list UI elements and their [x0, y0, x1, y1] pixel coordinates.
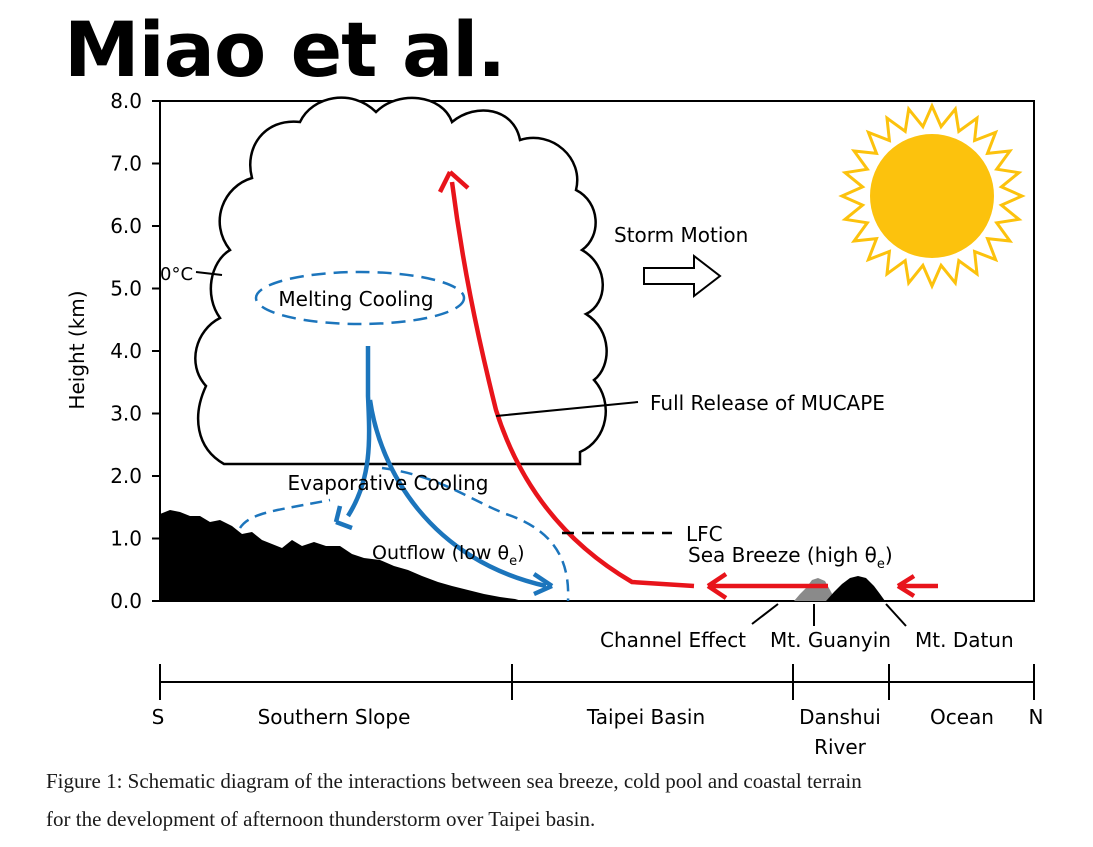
sea-breeze-label: Sea Breeze (high θe) [688, 543, 893, 572]
thunderstorm-cloud [194, 96, 608, 466]
mt-guanyin-label: Mt. Guanyin [770, 628, 891, 652]
melting-cooling-ellipse [254, 270, 466, 326]
storm-motion-label: Storm Motion [614, 223, 748, 247]
freezing-level-leader [195, 271, 223, 276]
sea-breeze-ocean-arrow [896, 574, 938, 598]
region-scale [159, 664, 1035, 700]
y-tick-label: 5.0 [110, 277, 142, 301]
southern-slope-terrain [160, 510, 522, 601]
cold-pool-outline [238, 466, 570, 602]
region-southern-slope-label: Southern Slope [258, 705, 411, 729]
y-tick-label: 2.0 [110, 464, 142, 488]
downdraft-arrow-right [367, 399, 547, 589]
y-tick-label: 3.0 [110, 402, 142, 426]
updraft-arrowhead [437, 170, 470, 194]
full-release-label: Full Release of MUCAPE [650, 391, 885, 415]
y-tick-label: 1.0 [110, 527, 142, 551]
melting-cooling-label: Melting Cooling [278, 287, 433, 311]
freezing-level-label: 0°C [160, 264, 193, 285]
y-tick-label: 4.0 [110, 339, 142, 363]
mt-datun-label: Mt. Datun [915, 628, 1014, 652]
figure-caption-line-1: Figure 1: Schematic diagram of the inter… [46, 769, 862, 793]
mucape-leader [495, 401, 639, 417]
region-danshui-label: Danshui [799, 705, 881, 729]
y-tick-label: 8.0 [110, 89, 142, 113]
region-north-label: N [1029, 705, 1044, 729]
region-ocean-label: Ocean [930, 705, 994, 729]
channel-effect-label: Channel Effect [600, 628, 746, 652]
slide-title: Miao et al. [64, 5, 506, 94]
y-axis [152, 100, 160, 602]
mt-datun-leader [885, 603, 907, 627]
figure-caption-line-2: for the development of afternoon thunder… [46, 807, 596, 831]
evaporative-cooling-label: Evaporative Cooling [288, 471, 489, 495]
storm-motion-arrow [643, 253, 722, 299]
region-river-label: River [814, 735, 867, 759]
channel-effect-leader [751, 603, 779, 625]
downdraft-arrowhead-left [333, 505, 353, 531]
lfc-label: LFC [686, 522, 723, 546]
sea-breeze-arrow [706, 572, 828, 600]
updraft-arrow [449, 181, 695, 589]
outflow-label: Outflow (low θe) [372, 542, 525, 569]
y-tick-label: 7.0 [110, 152, 142, 176]
y-axis-label: Height (km) [65, 290, 89, 409]
region-taipei-basin-label: Taipei Basin [586, 705, 705, 729]
y-tick-label: 0.0 [110, 589, 142, 613]
sun-icon [838, 102, 1026, 290]
downdraft-arrowhead-right [532, 572, 554, 597]
region-south-label: S [152, 705, 165, 729]
y-tick-label: 6.0 [110, 214, 142, 238]
caption-background [0, 758, 1093, 847]
mt-datun-shape [826, 576, 885, 601]
